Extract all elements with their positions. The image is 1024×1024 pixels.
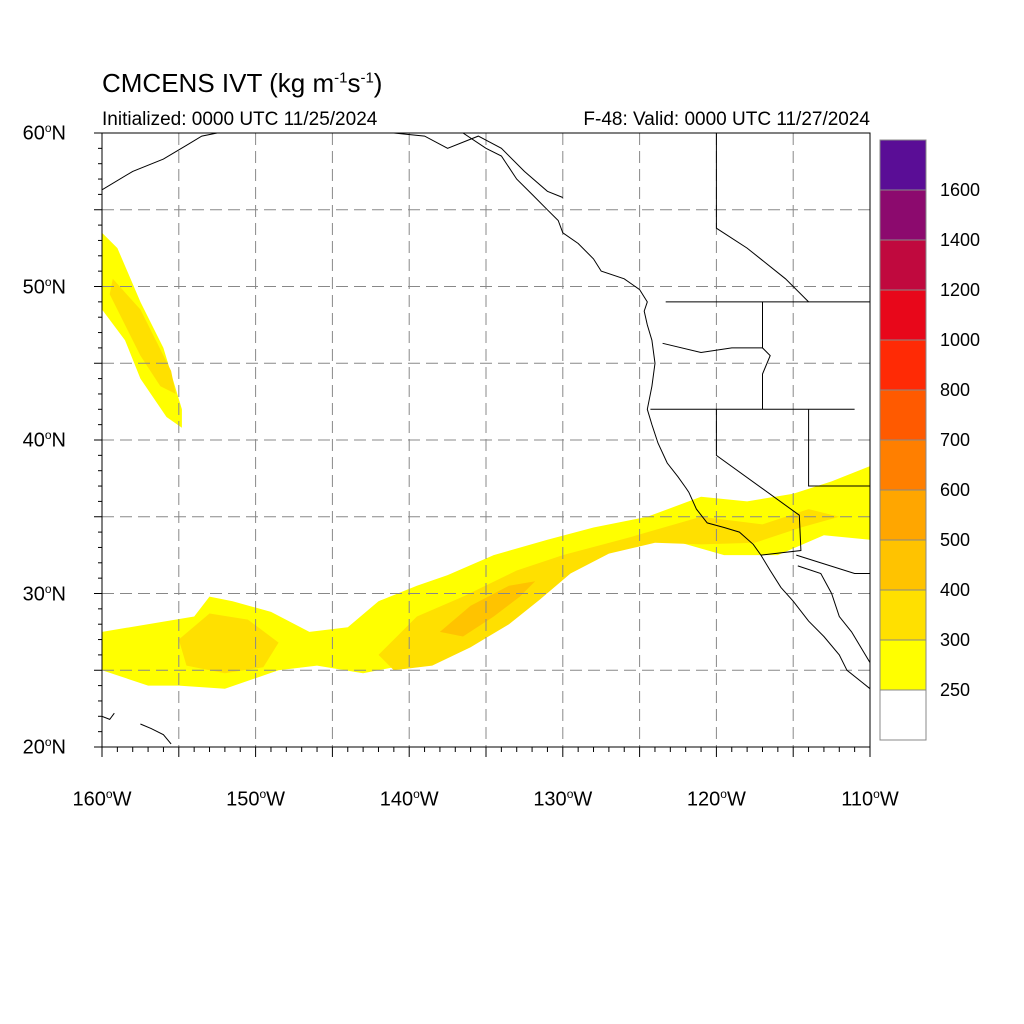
colorbar-label: 250 bbox=[940, 680, 971, 700]
lon-hemi: W bbox=[419, 788, 439, 811]
degree-mark: o bbox=[44, 428, 52, 442]
lat-label: 40oN bbox=[23, 429, 66, 451]
lat-label: 50oN bbox=[23, 276, 66, 298]
colorbar-label: 500 bbox=[940, 530, 971, 550]
colorbar-swatch bbox=[879, 189, 927, 241]
lat-label: 60oN bbox=[23, 122, 66, 144]
degree-mark: o bbox=[259, 787, 267, 801]
degree-mark: o bbox=[44, 581, 52, 596]
hawaii-islands bbox=[140, 723, 172, 745]
lat-num: 30 bbox=[22, 583, 45, 606]
colorbar-swatch bbox=[879, 539, 927, 591]
lat-num: 60 bbox=[22, 122, 45, 145]
colorbar-swatch bbox=[879, 489, 927, 541]
idaho-border bbox=[762, 301, 771, 410]
lon-num: 140 bbox=[379, 788, 414, 811]
lat-hemi: N bbox=[51, 429, 66, 452]
lon-hemi: W bbox=[879, 788, 899, 811]
colorbar-swatch bbox=[879, 239, 927, 291]
lat-hemi: N bbox=[51, 583, 66, 606]
ivt-core-central bbox=[378, 509, 840, 671]
colorbar-swatch bbox=[879, 139, 927, 191]
us-west-coastline bbox=[462, 133, 870, 690]
lon-label: 120oW bbox=[666, 788, 766, 810]
axis-ticks bbox=[94, 132, 871, 757]
colorbar-label: 1000 bbox=[940, 330, 981, 350]
lat-hemi: N bbox=[51, 736, 66, 759]
ivt-band-main bbox=[102, 466, 870, 689]
bc-alberta-border bbox=[715, 133, 809, 303]
colorbar-label: 300 bbox=[940, 630, 971, 650]
colorbar-swatch bbox=[879, 689, 927, 741]
lon-label: 150oW bbox=[206, 788, 306, 810]
ivt-core-west bbox=[178, 613, 279, 674]
lon-hemi: W bbox=[726, 788, 746, 811]
alaska-bc-border bbox=[393, 133, 563, 198]
colorbar-label: 1400 bbox=[940, 230, 981, 250]
map-frame bbox=[101, 132, 871, 748]
colorbar bbox=[879, 139, 927, 741]
lon-num: 160 bbox=[72, 788, 106, 811]
degree-mark: o bbox=[566, 787, 574, 801]
lat-hemi: N bbox=[51, 122, 66, 145]
degree-mark: o bbox=[413, 787, 420, 801]
colorbar-label: 400 bbox=[940, 580, 971, 600]
lon-num: 110 bbox=[841, 788, 874, 811]
colorbar-swatch bbox=[879, 289, 927, 341]
lat-label: 20oN bbox=[23, 736, 66, 758]
init-time-label: Initialized: 0000 UTC 11/25/2024 bbox=[102, 109, 378, 130]
map-title: CMCENS IVT (kg m-1s-1) bbox=[102, 68, 383, 98]
lon-label: 110oW bbox=[820, 788, 920, 810]
degree-mark: o bbox=[44, 735, 52, 749]
colorbar-label: 600 bbox=[940, 480, 971, 500]
colorbar-label: 1600 bbox=[940, 180, 981, 200]
lon-label: 140oW bbox=[359, 788, 459, 810]
colorbar-swatch bbox=[879, 639, 927, 691]
degree-mark: o bbox=[720, 787, 727, 801]
colorbar-swatch bbox=[879, 589, 927, 641]
ivt-core-northwest bbox=[109, 278, 176, 394]
lon-hemi: W bbox=[112, 788, 132, 811]
gulf-of-california-coast bbox=[797, 565, 870, 663]
mexico-border bbox=[796, 554, 870, 574]
ivt-shading bbox=[102, 232, 870, 689]
coastline bbox=[102, 133, 870, 745]
lon-label: 130oW bbox=[513, 788, 613, 810]
degree-mark: o bbox=[873, 787, 880, 801]
lon-hemi: W bbox=[573, 788, 593, 811]
lat-num: 50 bbox=[22, 276, 45, 299]
lon-label: 160oW bbox=[52, 788, 152, 810]
colorbar-label: 700 bbox=[940, 430, 971, 450]
lon-num: 130 bbox=[533, 788, 567, 811]
valid-time-label: F-48: Valid: 0000 UTC 11/27/2024 bbox=[583, 109, 870, 130]
ca-nv-border bbox=[715, 409, 802, 556]
ivt-core-max bbox=[439, 581, 536, 637]
colorbar-label: 800 bbox=[940, 380, 971, 400]
hawaii-coast bbox=[102, 712, 115, 721]
degree-mark: o bbox=[105, 787, 113, 801]
lon-num: 150 bbox=[226, 788, 260, 811]
degree-mark: o bbox=[44, 274, 52, 289]
lat-num: 40 bbox=[22, 429, 45, 452]
colorbar-label: 1200 bbox=[940, 280, 981, 300]
colorbar-swatch bbox=[879, 389, 927, 441]
degree-mark: o bbox=[44, 121, 52, 135]
nv-ut-border bbox=[808, 409, 870, 487]
lat-hemi: N bbox=[51, 276, 66, 299]
lon-num: 120 bbox=[686, 788, 721, 811]
lat-num: 20 bbox=[22, 736, 45, 759]
colorbar-swatch bbox=[879, 439, 927, 491]
wa-or-border bbox=[662, 342, 763, 354]
graticule bbox=[102, 133, 870, 747]
lat-label: 30oN bbox=[23, 583, 66, 605]
alaska-coast bbox=[102, 133, 218, 191]
colorbar-swatch bbox=[879, 339, 927, 391]
lon-hemi: W bbox=[266, 788, 286, 811]
